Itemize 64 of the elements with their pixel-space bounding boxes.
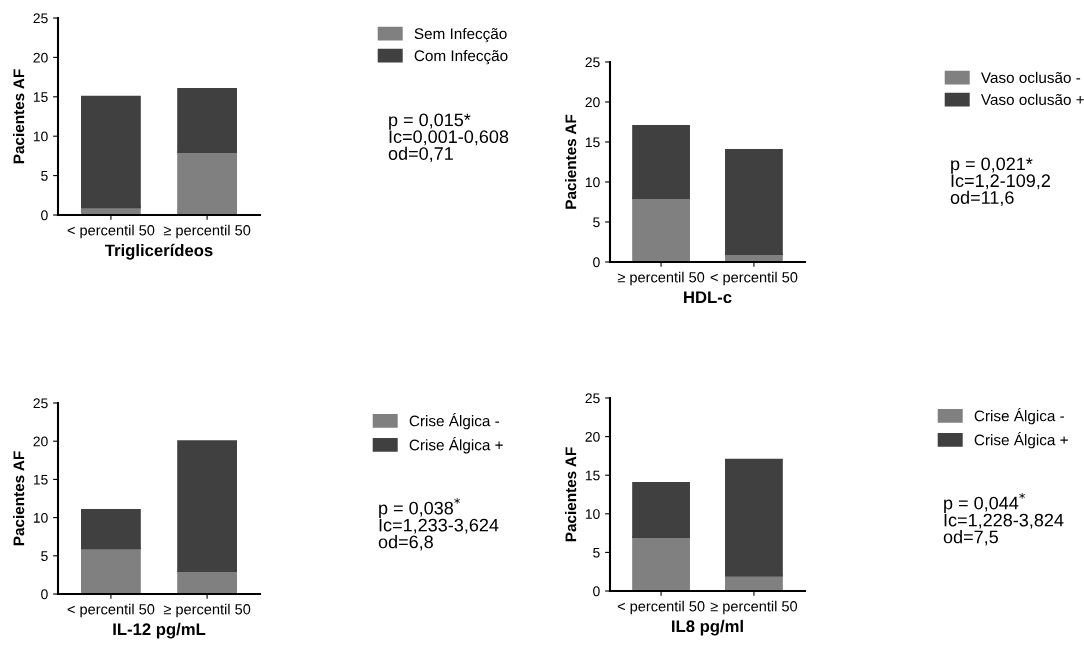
x-axis-title: HDL-c (684, 291, 732, 304)
y-tick-label: 0 (41, 210, 48, 221)
x-tick-label: < percentil 50 (67, 603, 155, 618)
x-tick-label: ≥ percentil 50 (617, 271, 705, 286)
x-tick-label: < percentil 50 (617, 600, 705, 615)
y-tick-label: 15 (585, 137, 600, 148)
y-tick-label: 15 (33, 474, 48, 485)
legend-label: Vaso oclusão + (980, 93, 1084, 106)
bar (177, 440, 237, 573)
text: p = 0,021* Ic=1,2-109,2 od=11,6 (950, 157, 1050, 207)
bar (725, 458, 783, 577)
y-tick-label: 10 (585, 177, 600, 188)
y-tick-label: 20 (585, 97, 600, 108)
y-tick-label: 20 (33, 436, 48, 447)
bar (177, 150, 237, 215)
x-axis-title: IL-12 pg/mL (113, 622, 206, 639)
y-tick-label: 15 (33, 92, 48, 102)
y-tick-label: 10 (33, 131, 48, 142)
y-axis-title: Pacientes AF (565, 114, 577, 209)
x-tick-label: < percentil 50 (67, 224, 155, 239)
y-tick-label: 0 (593, 257, 600, 268)
y-tick-label: 25 (585, 57, 600, 68)
y-tick-label: 0 (593, 586, 600, 597)
y-tick-label: 25 (33, 13, 48, 24)
y-tick-label: 0 (41, 589, 48, 600)
legend-label: Crise Álgica - (974, 407, 1065, 425)
x-tick-label: ≥ percentil 50 (163, 224, 251, 239)
y-tick-label: 10 (585, 509, 600, 519)
y-tick-label: 5 (593, 547, 600, 558)
bar (632, 196, 690, 262)
x-axis-title: Triglicerídeos (105, 243, 213, 260)
bar (177, 87, 237, 153)
y-tick-label: 5 (41, 171, 48, 181)
y-tick-label: 5 (41, 551, 48, 561)
legend-label: Vaso oclusão - (980, 71, 1081, 84)
y-tick-label: 20 (33, 52, 48, 63)
bar (725, 148, 783, 256)
y-tick-label: 10 (33, 512, 48, 523)
y-axis-title: Pacientes AF (13, 69, 25, 164)
bar (632, 124, 690, 200)
legend-label: Com Infecção (414, 49, 508, 65)
bar (81, 95, 141, 209)
y-axis-title: Pacientes AF (565, 447, 577, 542)
bar (81, 547, 141, 594)
legend-label: Crise Álgica - (409, 412, 500, 430)
bar (81, 508, 141, 550)
legend-label: Crise Álgica + (409, 436, 503, 454)
text: p = 0,038$^{*}$ Ic=1,233-3,624 od=6,8 (378, 498, 499, 551)
y-tick-label: 25 (585, 393, 600, 404)
y-tick-label: 25 (33, 398, 48, 409)
x-tick-label: ≥ percentil 50 (710, 600, 798, 615)
x-tick-label: < percentil 50 (710, 271, 798, 286)
text: p = 0,015* Ic=0,001-0,608 od=0,71 (388, 113, 509, 163)
y-axis-title: Pacientes AF (13, 451, 25, 546)
y-tick-label: 15 (585, 470, 600, 481)
x-tick-label: ≥ percentil 50 (163, 603, 251, 618)
text: p = 0,044$^{*}$ Ic=1,228-3,824 od=7,5 (943, 493, 1064, 546)
bar (632, 481, 690, 538)
y-tick-label: 20 (585, 431, 600, 442)
legend-label: Crise Álgica + (974, 431, 1068, 449)
y-tick-label: 5 (593, 217, 600, 228)
legend-label: Sem Infecção (414, 27, 507, 43)
x-axis-title: IL8 pg/ml (672, 619, 743, 636)
bar (632, 535, 690, 591)
